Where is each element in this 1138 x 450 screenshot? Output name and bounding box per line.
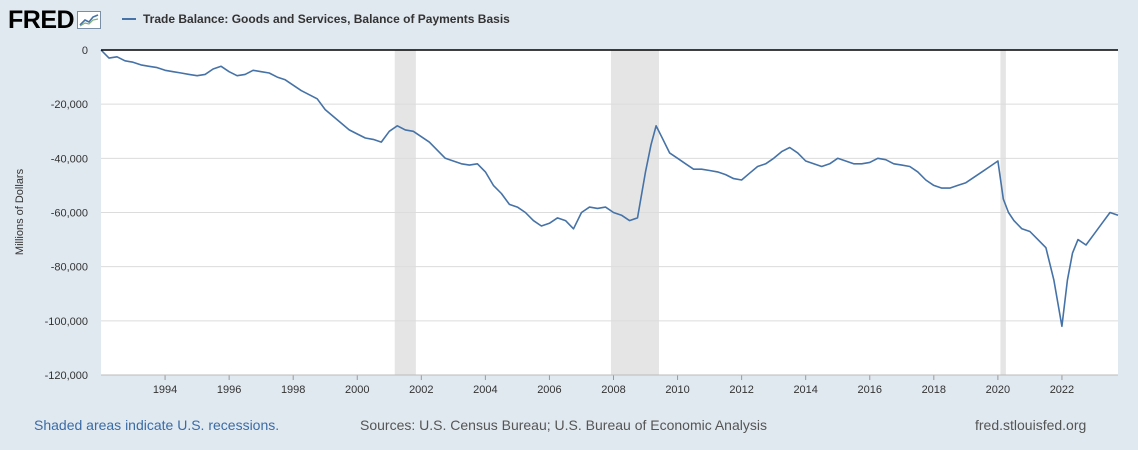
y-tick-label-6: -120,000 [45,370,88,382]
y-tick-label-0: 0 [82,45,88,57]
y-tick-label-3: -60,000 [51,208,88,220]
legend-swatch [122,18,136,20]
x-tick-label-9: 2012 [729,384,753,396]
x-tick-label-6: 2006 [537,384,561,396]
x-tick-label-10: 2014 [793,384,817,396]
sources-text: Sources: U.S. Census Bureau; U.S. Bureau… [360,417,767,433]
series-line-trade-balance [100,49,1119,328]
x-tick-label-2: 1998 [281,384,305,396]
line-chart: 0 -20,000 -40,000 -60,000 -80,000 -100,000 -12… [14,45,1119,396]
y-axis-ticks: 0 -20,000 -40,000 -60,000 -80,000 -100,000 -12… [45,45,88,382]
y-tick-label-2: -40,000 [51,153,88,165]
x-tick-label-3: 2000 [345,384,369,396]
y-tick-label-1: -20,000 [51,99,88,111]
x-tick-label-11: 2016 [858,384,882,396]
x-tick-label-1: 1996 [217,384,241,396]
x-tick-label-14: 2022 [1050,384,1074,396]
x-tick-label-13: 2020 [986,384,1010,396]
x-tick-label-8: 2010 [665,384,689,396]
fred-logo[interactable]: FRED [8,6,102,34]
x-tick-label-7: 2008 [601,384,625,396]
chart-legend: Trade Balance: Goods and Services, Balan… [122,12,510,26]
site-link[interactable]: fred.stlouisfed.org [975,417,1087,433]
x-tick-label-12: 2018 [922,384,946,396]
x-tick-label-4: 2002 [409,384,433,396]
y-tick-label-5: -100,000 [45,316,88,328]
legend-label: Trade Balance: Goods and Services, Balan… [143,12,510,26]
fred-logo-text: FRED [8,6,75,34]
x-tick-label-5: 2004 [473,384,497,396]
y-axis-label: Millions of Dollars [14,168,26,255]
x-axis-ticks: 1994 1996 1998 2000 2002 2004 2006 2008 2010 2012… [101,374,1118,396]
line-chart-icon [77,11,102,29]
recession-note-link[interactable]: Shaded areas indicate U.S. recessions. [34,417,280,433]
x-tick-label-0: 1994 [153,384,177,396]
y-tick-label-4: -80,000 [51,262,88,274]
